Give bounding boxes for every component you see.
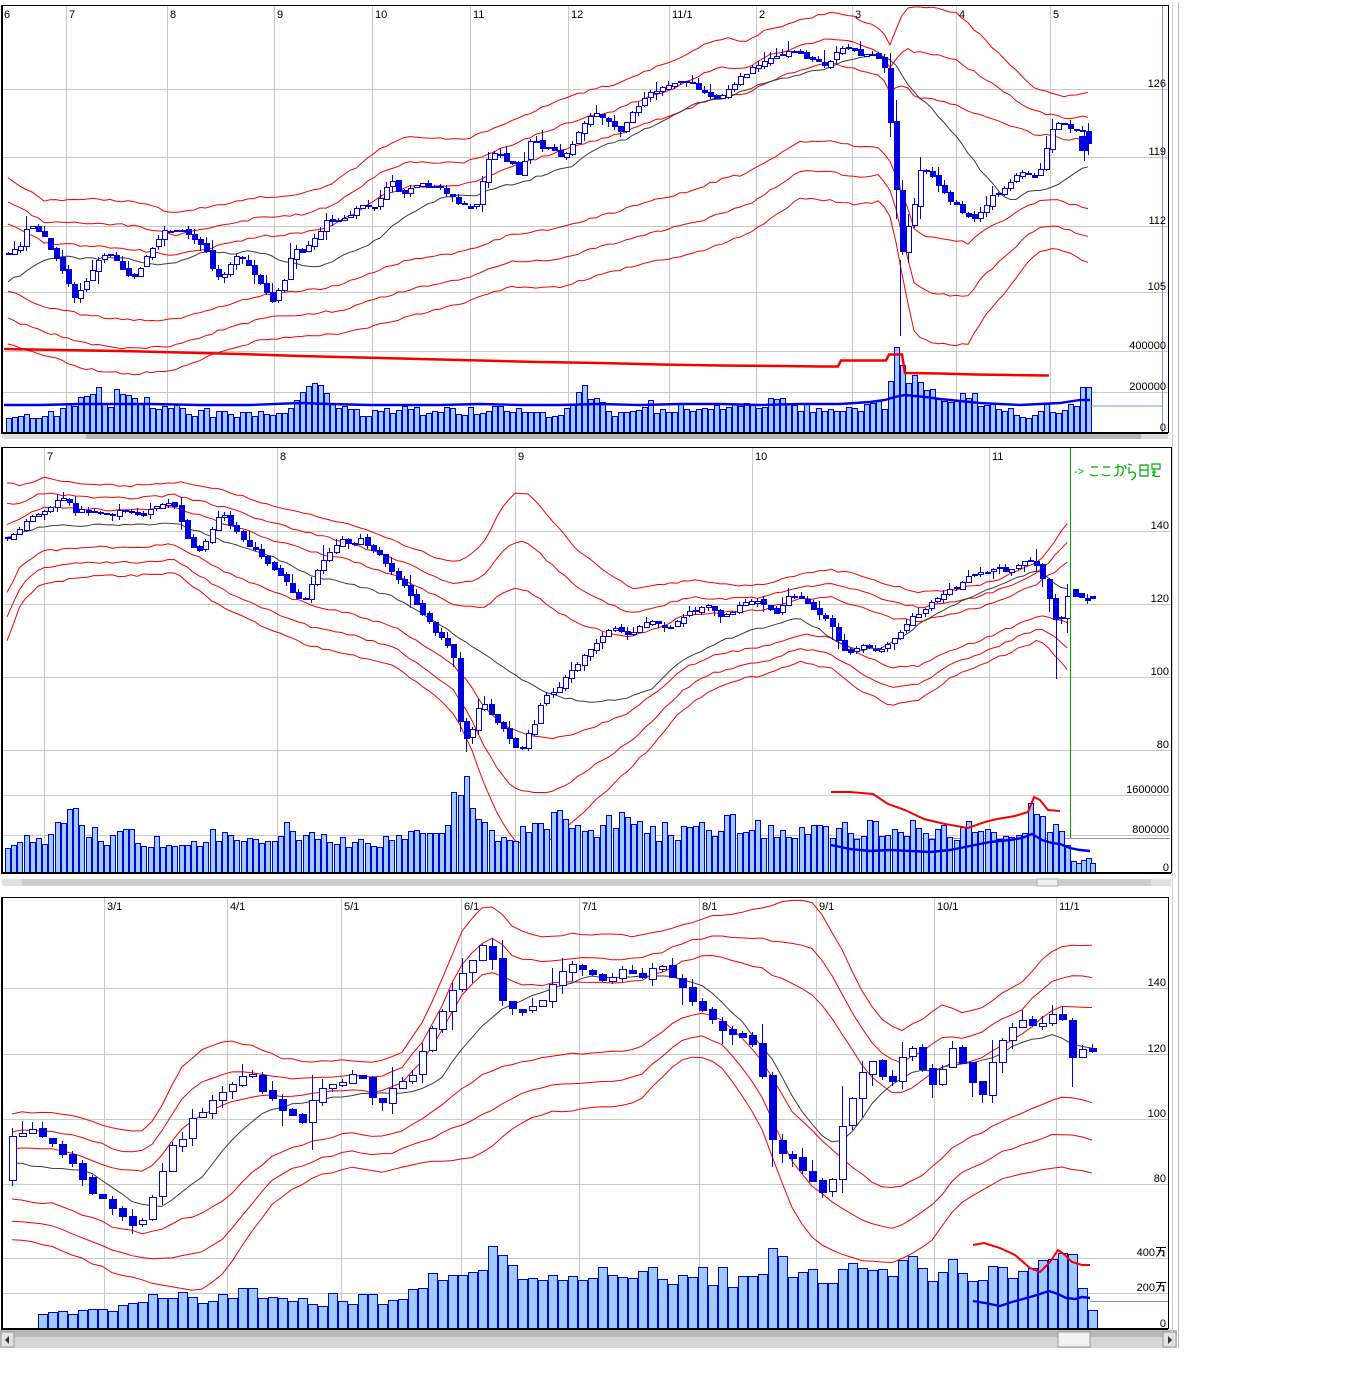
svg-text:120: 120 bbox=[1148, 1043, 1166, 1055]
svg-text:12: 12 bbox=[571, 9, 583, 21]
svg-text:0: 0 bbox=[1160, 1318, 1166, 1330]
svg-text:8/1: 8/1 bbox=[702, 901, 717, 913]
svg-text:5/1: 5/1 bbox=[344, 901, 359, 913]
svg-text:112: 112 bbox=[1148, 215, 1166, 227]
svg-text:105: 105 bbox=[1148, 281, 1166, 293]
svg-text:4/1: 4/1 bbox=[230, 901, 245, 913]
svg-text:7/1: 7/1 bbox=[582, 901, 597, 913]
svg-text:->: -> bbox=[1074, 466, 1084, 478]
svg-text:800000: 800000 bbox=[1132, 824, 1169, 836]
svg-text:80: 80 bbox=[1157, 739, 1169, 751]
svg-text:140: 140 bbox=[1151, 520, 1169, 532]
svg-text:8: 8 bbox=[170, 9, 176, 21]
svg-text:7: 7 bbox=[47, 451, 53, 463]
svg-text:1600000: 1600000 bbox=[1126, 784, 1169, 796]
svg-text:100: 100 bbox=[1151, 666, 1169, 678]
svg-text:9: 9 bbox=[518, 451, 524, 463]
svg-text:140: 140 bbox=[1148, 977, 1166, 989]
svg-text:11/1: 11/1 bbox=[1059, 901, 1080, 913]
svg-text:11/1: 11/1 bbox=[672, 9, 693, 21]
svg-text:120: 120 bbox=[1151, 593, 1169, 605]
svg-text:5: 5 bbox=[1053, 9, 1059, 21]
svg-text:400000: 400000 bbox=[1129, 340, 1166, 352]
svg-text:10/1: 10/1 bbox=[937, 901, 958, 913]
svg-text:4: 4 bbox=[959, 9, 965, 21]
svg-text:200000: 200000 bbox=[1129, 381, 1166, 393]
svg-text:200: 200 bbox=[1137, 1282, 1155, 1294]
svg-text:2: 2 bbox=[759, 9, 765, 21]
svg-text:0: 0 bbox=[1160, 422, 1166, 434]
svg-text:9: 9 bbox=[277, 9, 283, 21]
svg-text:8: 8 bbox=[280, 451, 286, 463]
svg-text:126: 126 bbox=[1148, 78, 1166, 90]
svg-text:6: 6 bbox=[4, 9, 10, 21]
svg-text:11: 11 bbox=[473, 9, 484, 21]
svg-text:0: 0 bbox=[1163, 862, 1169, 874]
svg-text:119: 119 bbox=[1148, 146, 1166, 158]
svg-text:80: 80 bbox=[1154, 1173, 1166, 1185]
svg-text:100: 100 bbox=[1148, 1108, 1166, 1120]
svg-text:11: 11 bbox=[992, 451, 1003, 463]
svg-text:10: 10 bbox=[755, 451, 767, 463]
svg-text:3/1: 3/1 bbox=[107, 901, 122, 913]
svg-text:9/1: 9/1 bbox=[819, 901, 834, 913]
svg-text:3: 3 bbox=[855, 9, 861, 21]
svg-text:400: 400 bbox=[1137, 1247, 1155, 1259]
svg-text:10: 10 bbox=[375, 9, 387, 21]
svg-text:7: 7 bbox=[69, 9, 75, 21]
svg-text:6/1: 6/1 bbox=[464, 901, 479, 913]
